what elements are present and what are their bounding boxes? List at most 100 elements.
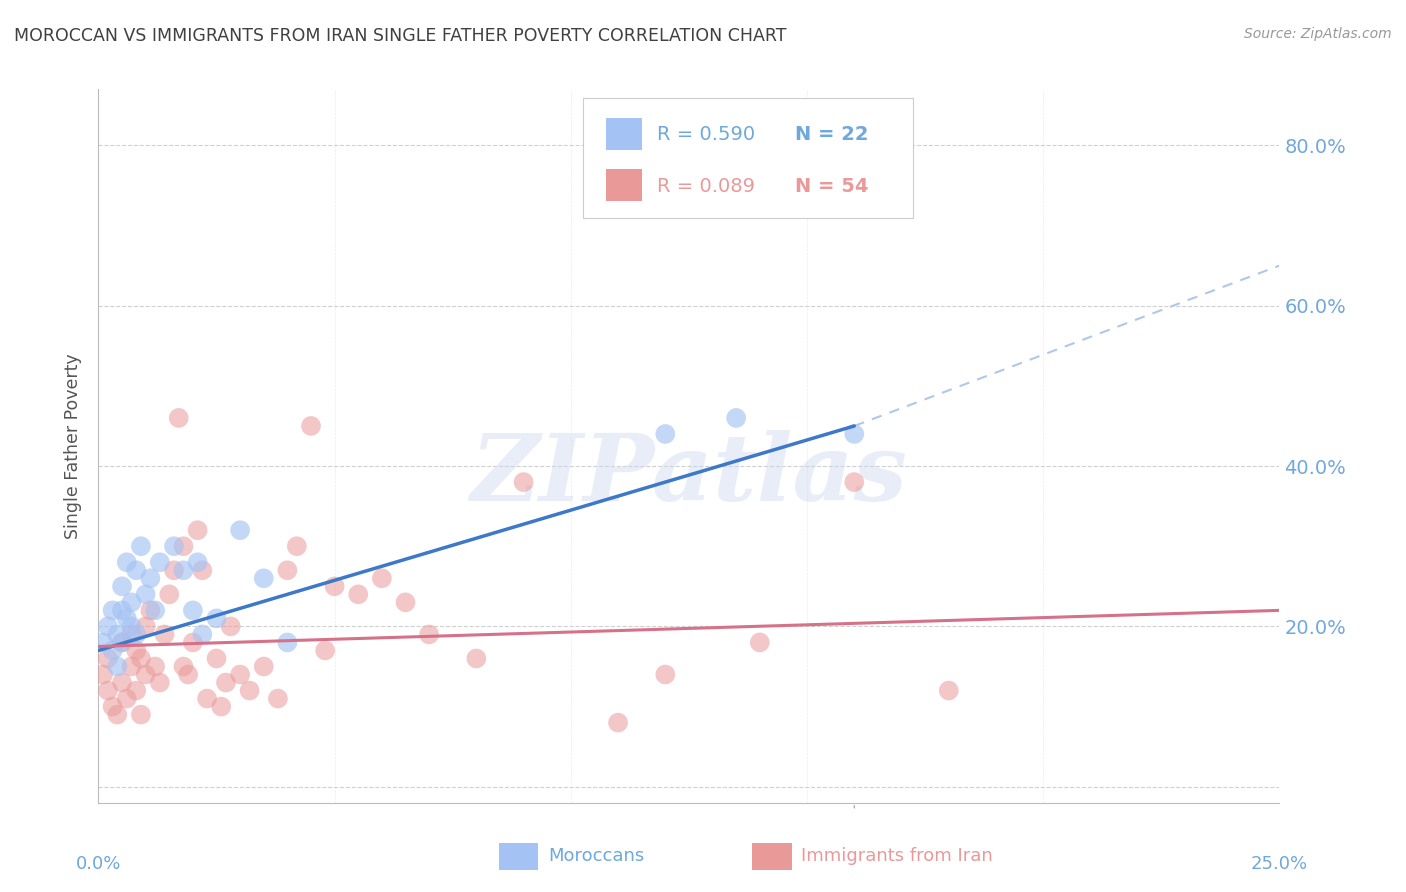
- Point: [187, 555, 209, 569]
- Point: [149, 555, 172, 569]
- Point: [163, 539, 186, 553]
- Point: [219, 619, 242, 633]
- Point: [181, 603, 204, 617]
- Point: [135, 619, 157, 633]
- Point: [125, 643, 148, 657]
- Point: [105, 659, 128, 673]
- Point: [111, 635, 134, 649]
- Point: [115, 691, 138, 706]
- Point: [135, 667, 157, 681]
- Point: [844, 427, 866, 442]
- Point: [215, 675, 238, 690]
- Point: [418, 627, 440, 641]
- Text: N = 54: N = 54: [796, 178, 869, 196]
- Y-axis label: Single Father Poverty: Single Father Poverty: [65, 353, 83, 539]
- Point: [172, 563, 194, 577]
- Point: [157, 587, 180, 601]
- Point: [299, 419, 322, 434]
- Point: [121, 619, 143, 633]
- Text: R = 0.089: R = 0.089: [657, 178, 755, 196]
- Point: [139, 571, 162, 585]
- Point: [748, 635, 770, 649]
- Point: [97, 619, 120, 633]
- Point: [129, 651, 152, 665]
- Point: [314, 643, 336, 657]
- Point: [111, 603, 134, 617]
- Point: [129, 707, 152, 722]
- Point: [143, 603, 166, 617]
- Text: ZIPatlas: ZIPatlas: [471, 430, 907, 519]
- Point: [181, 635, 204, 649]
- Point: [143, 659, 166, 673]
- Point: [191, 563, 214, 577]
- Point: [163, 563, 186, 577]
- Point: [115, 555, 138, 569]
- Point: [149, 675, 172, 690]
- Point: [125, 683, 148, 698]
- Text: Moroccans: Moroccans: [548, 847, 644, 865]
- Point: [115, 611, 138, 625]
- Point: [465, 651, 488, 665]
- Point: [195, 691, 218, 706]
- Point: [607, 715, 630, 730]
- Point: [121, 627, 143, 641]
- Text: Immigrants from Iran: Immigrants from Iran: [801, 847, 993, 865]
- Point: [153, 627, 176, 641]
- Point: [135, 587, 157, 601]
- Point: [139, 603, 162, 617]
- Point: [101, 603, 124, 617]
- Text: 0.0%: 0.0%: [76, 855, 121, 873]
- Point: [91, 667, 114, 681]
- Text: N = 22: N = 22: [796, 125, 869, 144]
- Point: [205, 611, 228, 625]
- Text: R = 0.590: R = 0.590: [657, 125, 755, 144]
- Point: [229, 523, 252, 537]
- Point: [91, 635, 114, 649]
- Point: [239, 683, 262, 698]
- Point: [253, 571, 276, 585]
- Bar: [606, 118, 641, 150]
- Point: [97, 651, 120, 665]
- Text: 25.0%: 25.0%: [1251, 855, 1308, 873]
- Point: [844, 475, 866, 489]
- Point: [105, 627, 128, 641]
- Point: [121, 659, 143, 673]
- Point: [187, 523, 209, 537]
- Point: [97, 683, 120, 698]
- Point: [267, 691, 290, 706]
- Text: Source: ZipAtlas.com: Source: ZipAtlas.com: [1244, 27, 1392, 41]
- Point: [371, 571, 394, 585]
- Point: [725, 411, 748, 425]
- Bar: [606, 169, 641, 202]
- Point: [253, 659, 276, 673]
- Point: [229, 667, 252, 681]
- Point: [177, 667, 200, 681]
- Point: [209, 699, 232, 714]
- Point: [512, 475, 534, 489]
- Point: [125, 563, 148, 577]
- Point: [129, 539, 152, 553]
- Text: MOROCCAN VS IMMIGRANTS FROM IRAN SINGLE FATHER POVERTY CORRELATION CHART: MOROCCAN VS IMMIGRANTS FROM IRAN SINGLE …: [14, 27, 786, 45]
- Point: [285, 539, 308, 553]
- Point: [172, 539, 194, 553]
- FancyBboxPatch shape: [582, 98, 914, 218]
- Point: [111, 579, 134, 593]
- Point: [938, 683, 960, 698]
- Point: [167, 411, 190, 425]
- Point: [347, 587, 370, 601]
- Point: [125, 627, 148, 641]
- Point: [105, 707, 128, 722]
- Point: [101, 699, 124, 714]
- Point: [111, 635, 134, 649]
- Point: [111, 675, 134, 690]
- Point: [323, 579, 346, 593]
- Point: [394, 595, 416, 609]
- Point: [101, 643, 124, 657]
- Point: [191, 627, 214, 641]
- Point: [276, 563, 298, 577]
- Point: [172, 659, 194, 673]
- Point: [205, 651, 228, 665]
- Point: [276, 635, 298, 649]
- Point: [121, 595, 143, 609]
- Point: [654, 427, 676, 442]
